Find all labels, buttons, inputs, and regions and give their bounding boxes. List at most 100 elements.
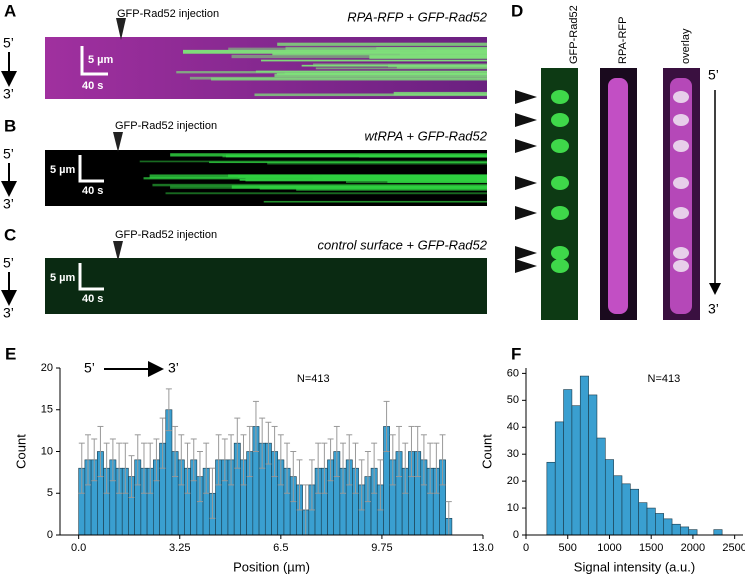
y-tick-label: 50 (507, 394, 519, 406)
bar (638, 502, 648, 536)
column-label: overlay (680, 28, 692, 64)
error-bar (284, 442, 291, 494)
streak (376, 47, 487, 51)
x-tick-label: 1500 (639, 542, 663, 554)
x-tick-label: 6.5 (273, 542, 288, 554)
kymograph-signal (176, 42, 488, 97)
x-tick-label: 0.0 (71, 542, 86, 554)
x-tick-label: 500 (559, 542, 577, 554)
rpa-signal (670, 78, 692, 314)
focus (673, 177, 689, 189)
bar (596, 437, 606, 536)
bar (713, 529, 723, 536)
error-bar (128, 455, 135, 498)
error-bar (315, 442, 322, 494)
error-bar (228, 434, 235, 486)
bar (588, 394, 598, 536)
error-bar (153, 438, 160, 482)
streak (396, 65, 487, 69)
error-bar (433, 442, 440, 494)
error-bar (333, 425, 340, 478)
rpa-signal (608, 78, 628, 314)
bar (579, 375, 589, 536)
streak (149, 174, 488, 179)
focus (551, 113, 569, 127)
end-label: 5’ (708, 67, 719, 83)
arrowhead (515, 90, 537, 104)
y-tick-label: 0 (513, 529, 519, 541)
error-bar (159, 417, 166, 469)
scale-bar (78, 263, 104, 291)
streak (277, 42, 487, 46)
streak (263, 200, 487, 203)
focus (673, 114, 689, 126)
error-bar (165, 388, 172, 432)
end-label: 3’ (3, 305, 14, 321)
error-bar (246, 425, 253, 478)
error-bar (116, 442, 123, 494)
bar (663, 518, 673, 536)
x-tick-label: 3.25 (169, 542, 190, 554)
bar (630, 488, 639, 536)
bar (646, 507, 656, 536)
focus (551, 90, 569, 104)
streak (284, 72, 487, 75)
streak (272, 52, 487, 56)
error-bar (140, 442, 147, 494)
error-bar (215, 434, 222, 486)
x-tick-label: 9.75 (371, 542, 392, 554)
error-bar (196, 451, 203, 503)
streak (418, 54, 487, 57)
focus (673, 140, 689, 152)
y-tick-label: 10 (507, 502, 519, 514)
x-tick-label: 13.0 (472, 542, 493, 554)
error-bar (327, 438, 334, 482)
streak (369, 55, 487, 59)
focus (673, 247, 689, 259)
y-tick-label: 20 (41, 362, 53, 374)
end-label: 3’ (708, 301, 719, 317)
streak (228, 47, 487, 51)
streak (165, 192, 488, 195)
end-label: 5’ (3, 35, 14, 51)
scale-bar (80, 46, 108, 76)
streak (267, 162, 487, 165)
error-bar (340, 442, 347, 494)
bar (688, 529, 698, 536)
error-bar (358, 459, 365, 511)
bar (655, 513, 665, 536)
y-tick-label: 30 (507, 448, 519, 460)
injection-label: GFP-Rad52 injection (117, 8, 219, 20)
bar (671, 523, 681, 536)
error-bar (252, 400, 259, 452)
error-bar (265, 421, 272, 465)
error-bar (240, 434, 247, 486)
error-bar (84, 434, 91, 486)
column-label: GFP-Rad52 (568, 5, 580, 64)
arrowhead (515, 176, 537, 190)
error-bar (97, 425, 104, 478)
error-bar (184, 442, 191, 494)
bar (680, 526, 690, 536)
arrowhead (515, 206, 537, 220)
error-bar (364, 451, 371, 503)
error-bar (420, 434, 427, 486)
focus (673, 260, 689, 272)
y-tick-label: 5 (47, 487, 53, 499)
bar (563, 389, 573, 536)
error-bar (221, 438, 228, 482)
foci (551, 90, 689, 273)
panel-title: wtRPA + GFP-Rad52 (365, 128, 488, 143)
error-bar (190, 438, 197, 482)
streak (176, 71, 487, 74)
focus (551, 246, 569, 260)
error-bar (147, 442, 154, 494)
streak (296, 188, 487, 191)
focus (551, 206, 569, 220)
error-bar (178, 434, 185, 486)
panel-label: E (5, 344, 16, 363)
injection-marker (113, 132, 123, 152)
kymograph-signal (139, 153, 488, 203)
streak (274, 73, 487, 78)
